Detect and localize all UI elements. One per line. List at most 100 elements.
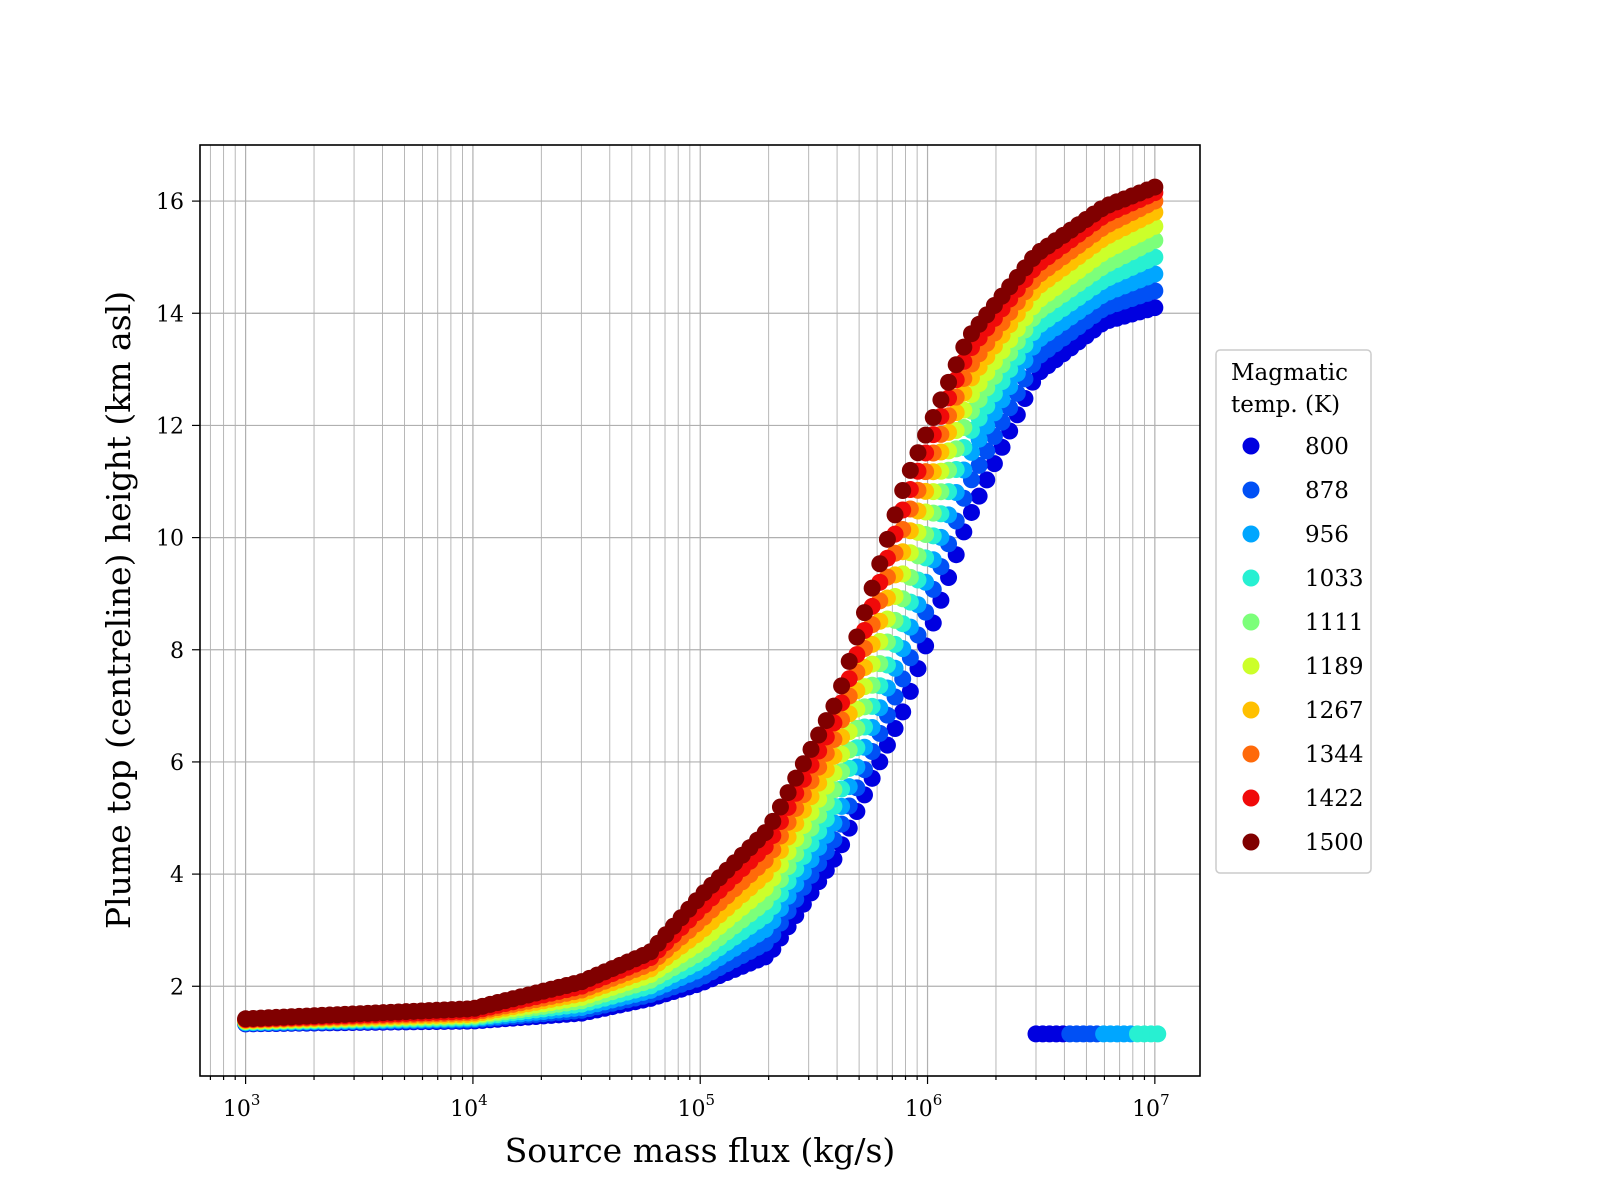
data-point	[1146, 178, 1164, 196]
data-point	[970, 456, 988, 474]
data-point	[1146, 248, 1164, 266]
legend-box	[1215, 349, 1372, 874]
data-point	[940, 373, 958, 391]
x-axis-title: Source mass flux (kg/s)	[505, 1131, 896, 1170]
data-point	[985, 455, 1003, 473]
legend-entry-800: 800	[1242, 434, 1349, 460]
data-point	[848, 628, 866, 646]
data-point	[970, 487, 988, 505]
low-height-cluster	[1027, 1025, 1167, 1043]
data-point	[871, 555, 889, 573]
x-tick-label: 103	[223, 1091, 261, 1122]
legend-marker	[1242, 657, 1260, 675]
legend-label: 1267	[1305, 698, 1364, 724]
data-point	[771, 798, 789, 816]
series-1500K	[237, 178, 1164, 1028]
data-point	[917, 426, 935, 444]
legend-label: 800	[1305, 434, 1349, 460]
y-axis-title: Plume top (centreline) height (km asl)	[99, 291, 138, 929]
data-point	[955, 338, 973, 356]
data-point	[779, 784, 797, 802]
legend-marker	[1242, 569, 1260, 587]
data-point	[810, 726, 828, 744]
data-point	[856, 604, 874, 622]
x-tick-label: 106	[905, 1091, 943, 1122]
data-point	[833, 677, 851, 695]
data-point	[894, 481, 912, 499]
y-tick-label: 2	[170, 975, 184, 1000]
y-tick-label: 6	[170, 751, 184, 776]
data-point	[817, 712, 835, 730]
data-point	[840, 652, 858, 670]
data-point	[894, 703, 912, 721]
legend-entry-878: 878	[1242, 478, 1349, 504]
legend-entry-1267: 1267	[1242, 698, 1364, 724]
data-point	[947, 356, 965, 374]
legend-entry-1500: 1500	[1242, 830, 1364, 856]
x-tick-label-base: 10	[677, 1097, 705, 1122]
data-point	[962, 503, 980, 521]
data-point	[787, 769, 805, 787]
data-point	[794, 755, 812, 773]
x-tick-label: 104	[450, 1091, 488, 1122]
x-tick-label-base: 10	[1132, 1097, 1160, 1122]
legend-marker	[1242, 481, 1260, 499]
legend-entries: 800 878 956 1033 1111 1189 1267 1344 1422 1500	[1242, 434, 1364, 856]
data-point	[863, 579, 881, 597]
legend-marker	[1242, 613, 1260, 631]
legend-entry-1033: 1033	[1242, 566, 1364, 592]
data-point	[886, 720, 904, 738]
legend-entry-1189: 1189	[1242, 654, 1364, 680]
legend-label: 1111	[1305, 610, 1364, 636]
legend-marker	[1242, 745, 1260, 763]
legend-entry-1422: 1422	[1242, 786, 1364, 812]
x-tick-label-exponent: 5	[705, 1091, 715, 1109]
data-point	[932, 391, 950, 409]
data-point	[825, 697, 843, 715]
y-tick-label: 8	[170, 639, 184, 664]
data-point	[1146, 299, 1164, 317]
legend-marker	[1242, 789, 1260, 807]
y-tick-label: 4	[170, 863, 184, 888]
data-point	[764, 812, 782, 830]
y-tick-label: 16	[156, 190, 184, 215]
x-tick-label-base: 10	[223, 1097, 251, 1122]
legend-entry-1344: 1344	[1242, 742, 1364, 768]
data-point	[802, 740, 820, 758]
legend-entry-956: 956	[1242, 522, 1349, 548]
x-tick-label-exponent: 7	[1160, 1091, 1170, 1109]
y-tick-label: 12	[156, 414, 184, 439]
legend-label: 1500	[1305, 830, 1364, 856]
data-point	[1149, 1025, 1167, 1043]
x-tick-label-exponent: 4	[478, 1091, 488, 1109]
data-point	[924, 409, 942, 427]
legend-marker	[1242, 525, 1260, 543]
legend-title-line1: Magmatic	[1231, 360, 1348, 386]
y-tick-label: 10	[156, 527, 184, 552]
legend-entry-1111: 1111	[1242, 610, 1364, 636]
legend-label: 1344	[1305, 742, 1364, 768]
legend-marker	[1242, 437, 1260, 455]
legend: Magmatic temp. (K) 800 878 956 1033 1111 1189…	[1215, 349, 1372, 874]
x-tick-label-base: 10	[450, 1097, 478, 1122]
x-tick-label-exponent: 3	[251, 1091, 261, 1109]
legend-label: 1033	[1305, 566, 1364, 592]
data-point	[878, 530, 896, 548]
legend-label: 1189	[1305, 654, 1364, 680]
data-point	[901, 461, 919, 479]
x-tick-label-base: 10	[905, 1097, 933, 1122]
legend-label: 956	[1305, 522, 1349, 548]
data-point	[1146, 282, 1164, 300]
data-point	[901, 682, 919, 700]
legend-label: 878	[1305, 478, 1349, 504]
x-tick-label: 107	[1132, 1091, 1170, 1122]
plot-points	[237, 178, 1167, 1043]
data-point	[886, 506, 904, 524]
data-point	[909, 444, 927, 462]
legend-marker	[1242, 833, 1260, 851]
y-tick-label: 14	[156, 302, 184, 327]
legend-marker	[1242, 701, 1260, 719]
legend-label: 1422	[1305, 786, 1364, 812]
